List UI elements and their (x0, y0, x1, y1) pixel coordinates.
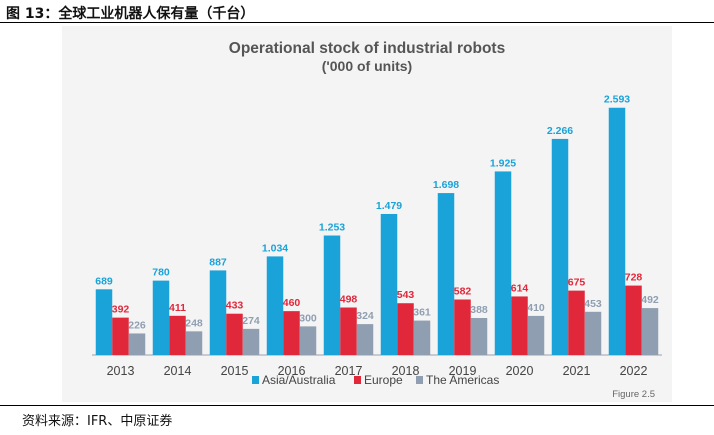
data-label-the-americas-2021: 453 (584, 298, 602, 310)
bar-asia-australia-2022 (608, 107, 626, 356)
data-label-the-americas-2020: 410 (527, 302, 545, 314)
data-label-europe-2014: 411 (169, 302, 186, 314)
x-tick-label-2020: 2020 (506, 364, 534, 378)
bottom-rule (0, 405, 714, 406)
bar-europe-2020 (511, 296, 528, 355)
data-label-asia-australia-2013: 689 (95, 275, 113, 287)
x-tick-label-2013: 2013 (107, 364, 135, 378)
bar-europe-2022 (625, 285, 642, 355)
bar-the-americas-2022 (641, 308, 659, 355)
data-label-the-americas-2018: 361 (413, 307, 431, 319)
data-label-asia-australia-2016: 1.034 (262, 242, 288, 254)
chart-subtitle: ('000 of units) (322, 58, 412, 74)
legend-swatch-the-americas (416, 376, 423, 384)
data-label-europe-2013: 392 (112, 304, 130, 316)
data-label-asia-australia-2017: 1.253 (319, 222, 345, 234)
bar-the-americas-2015 (242, 328, 260, 355)
data-label-asia-australia-2022: 2.593 (604, 94, 630, 106)
data-label-the-americas-2016: 300 (299, 312, 317, 324)
bar-europe-2014 (169, 315, 186, 355)
data-label-europe-2018: 543 (397, 289, 415, 301)
top-rule (0, 22, 714, 23)
x-tick-label-2018: 2018 (392, 364, 420, 378)
data-label-asia-australia-2019: 1.698 (433, 179, 459, 191)
bar-asia-australia-2015 (209, 270, 227, 355)
source-note: 资料来源：IFR、中原证券 (22, 414, 173, 429)
data-label-asia-australia-2020: 1.925 (490, 157, 516, 169)
figure-heading: 图 13：全球工业机器人保有量（千台） (6, 6, 255, 22)
bar-europe-2016 (283, 311, 300, 355)
bar-asia-australia-2017 (323, 235, 341, 355)
legend-swatch-asia-australia (252, 376, 259, 384)
data-label-asia-australia-2018: 1.479 (376, 200, 402, 212)
bar-asia-australia-2020 (494, 171, 512, 355)
data-label-asia-australia-2015: 887 (209, 256, 227, 268)
bar-europe-2015 (226, 313, 243, 355)
data-label-the-americas-2022: 492 (641, 294, 659, 306)
x-tick-label-2014: 2014 (164, 364, 192, 378)
data-label-europe-2016: 460 (283, 297, 301, 309)
bar-the-americas-2013 (128, 333, 146, 355)
bar-asia-australia-2018 (380, 213, 398, 355)
bar-the-americas-2014 (185, 331, 203, 355)
bar-the-americas-2016 (299, 326, 317, 355)
data-label-europe-2020: 614 (511, 282, 529, 294)
data-label-europe-2022: 728 (625, 272, 643, 284)
x-tick-label-2017: 2017 (335, 364, 363, 378)
data-label-the-americas-2019: 388 (470, 304, 488, 316)
chart-title: Operational stock of industrial robots (229, 40, 505, 57)
data-label-europe-2019: 582 (454, 286, 472, 298)
bar-europe-2013 (112, 317, 129, 355)
bar-group: 689 392 226 2013 780 411 248 2014 887 433 274 2015 1… (95, 94, 659, 378)
data-label-the-americas-2017: 324 (356, 310, 374, 322)
x-tick-label-2015: 2015 (221, 364, 249, 378)
legend-label-the-americas: The Americas (426, 373, 499, 387)
data-label-the-americas-2013: 226 (128, 319, 146, 331)
data-label-asia-australia-2014: 780 (152, 267, 170, 279)
legend-swatch-europe (354, 376, 361, 384)
bar-europe-2018 (397, 303, 414, 355)
data-label-europe-2017: 498 (340, 294, 358, 306)
x-tick-label-2022: 2022 (620, 364, 648, 378)
bar-asia-australia-2021 (551, 138, 569, 355)
bar-asia-australia-2016 (266, 256, 284, 355)
legend-label-asia-australia: Asia/Australia (262, 373, 336, 387)
bar-the-americas-2018 (413, 320, 431, 355)
x-tick-label-2019: 2019 (449, 364, 477, 378)
data-label-europe-2021: 675 (568, 277, 586, 289)
bar-the-americas-2019 (470, 318, 488, 355)
bar-asia-australia-2014 (152, 280, 170, 355)
data-label-the-americas-2014: 248 (185, 317, 203, 329)
x-tick-label-2016: 2016 (278, 364, 306, 378)
bar-europe-2021 (568, 290, 585, 355)
bar-the-americas-2020 (527, 315, 545, 355)
data-label-europe-2015: 433 (226, 300, 244, 312)
data-label-the-americas-2015: 274 (242, 315, 260, 327)
bar-the-americas-2017 (356, 324, 374, 355)
x-tick-label-2021: 2021 (563, 364, 591, 378)
bar-europe-2017 (340, 307, 357, 355)
legend: Asia/Australia Europe The Americas (252, 373, 499, 387)
bar-asia-australia-2019 (437, 193, 455, 355)
bar-europe-2019 (454, 299, 471, 355)
bar-asia-australia-2013 (95, 289, 113, 355)
figure-reference: Figure 2.5 (612, 389, 655, 400)
legend-label-europe: Europe (364, 373, 403, 387)
data-label-asia-australia-2021: 2.266 (547, 125, 573, 137)
bar-the-americas-2021 (584, 311, 602, 355)
